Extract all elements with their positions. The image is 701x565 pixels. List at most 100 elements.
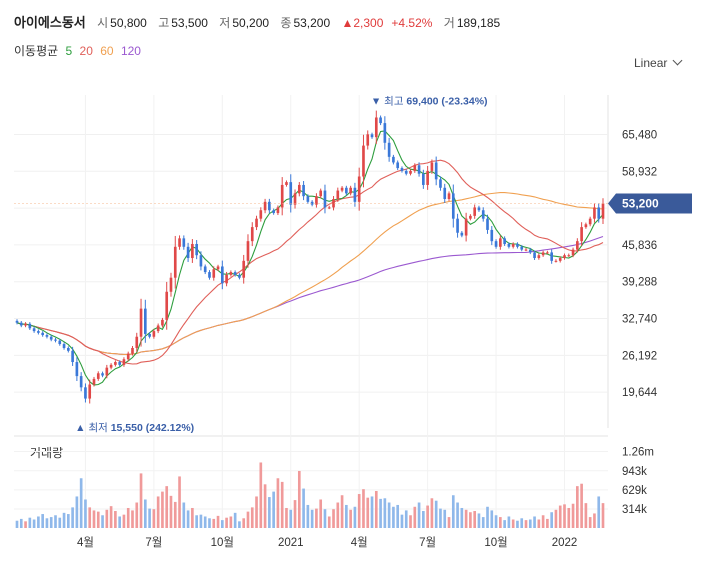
candle-body [71,350,74,363]
ma-20-label[interactable]: 20 [79,44,93,58]
candle-body [105,367,109,376]
stock-name: 아이에스동서 [14,15,86,30]
open-value: 50,800 [110,16,147,30]
volume-bar [122,514,126,528]
ma-5-label[interactable]: 5 [65,44,73,58]
candle-body [357,176,361,202]
volume-bar [409,515,412,528]
extreme-markers: ▼ 최고 69,400 (-23.34%) ▲ 최저 15,550 (242.12… [75,95,487,434]
candle-body [511,243,515,247]
candle-body [195,243,198,256]
volume-bar [550,512,553,528]
volume-bar [182,502,186,528]
volume-bar [165,486,169,528]
scale-dropdown[interactable]: Linear [634,55,683,70]
candle-body [460,232,464,236]
candle-body [41,332,44,336]
candle-body [404,170,408,174]
close-label: 종 [280,16,292,30]
candle-body [447,193,451,200]
volume-bar [387,502,391,528]
volume-bar [32,519,36,528]
volume-bar [45,518,49,528]
candle-body [443,187,447,200]
high-marker-label: ▼ 최고 69,400 (-23.34%) [371,95,488,107]
volume-bar [293,500,297,528]
candle-body [430,162,434,171]
candle-body [524,249,528,251]
candle-body [469,215,472,219]
volume-bar [473,511,477,528]
candle-body [593,207,596,219]
volume-bar [208,518,211,528]
change-value: ▲2,300 [341,16,384,30]
candle-body [229,272,233,275]
volume-tick-label: 1.26m [622,447,654,459]
ma-120-label[interactable]: 120 [120,44,141,58]
current-price-label: 53,200 [622,197,659,211]
volume-bar [276,478,280,528]
candle-body [494,241,498,247]
x-tick-label: 10월 [484,536,507,549]
candle-body [32,328,36,332]
volume-bar [404,510,408,528]
volume-bar [259,462,263,528]
volume-bar [340,495,344,528]
ma-60-label[interactable]: 60 [100,44,114,58]
volume-bar [79,478,83,528]
high-marker-value: 69,400 (-23.34%) [406,95,487,107]
volume-bar [332,509,335,528]
candle-body [546,252,549,254]
volume-bar [49,517,53,528]
candle-body [439,179,442,188]
volume-bar [195,515,198,528]
y-tick-label: 19,644 [622,387,658,399]
volume-bar [161,491,164,528]
volume-bar [456,502,459,528]
volume-bar [601,503,605,528]
volume-bar [169,495,173,528]
candle-body [114,362,117,365]
volume-bar [280,481,284,528]
volume-bar [537,519,541,528]
volume-bar [114,511,117,528]
candle-body [122,359,126,365]
volume-bar [396,504,400,528]
candle-body [456,218,459,233]
volume-bar [588,517,592,528]
candle-body [597,207,601,219]
candle-body [481,210,485,219]
candle-body [139,308,143,337]
volume-bar [576,486,579,528]
candle-body [383,123,387,143]
candle-body [28,323,32,329]
volume-bar [503,520,506,528]
candle-body [191,243,194,259]
open-label: 시 [97,16,109,30]
change-percent: +4.52% [391,16,433,30]
candle-body [268,201,271,211]
candle-body [238,274,241,278]
close-value: 53,200 [293,16,331,30]
candle-body [533,252,536,259]
candle-body [550,252,553,261]
x-tick-label: 10월 [211,536,234,549]
volume-bar [24,521,27,528]
candle-body [246,241,250,261]
candle-body [558,258,562,261]
volume-bar [417,502,421,528]
volume-bar [148,508,151,528]
volume-bar [225,517,228,528]
volume-value: 189,185 [456,16,501,30]
volume-bar [54,515,57,528]
candle-body [148,333,151,337]
x-tick-label: 2022 [552,537,578,549]
candle-body [161,319,164,326]
volume-bar [413,506,417,528]
volume-bar [499,517,502,528]
candle-body [464,218,468,236]
volume-bar [289,509,293,528]
candlesticks [15,110,605,404]
candle-body [473,207,477,216]
